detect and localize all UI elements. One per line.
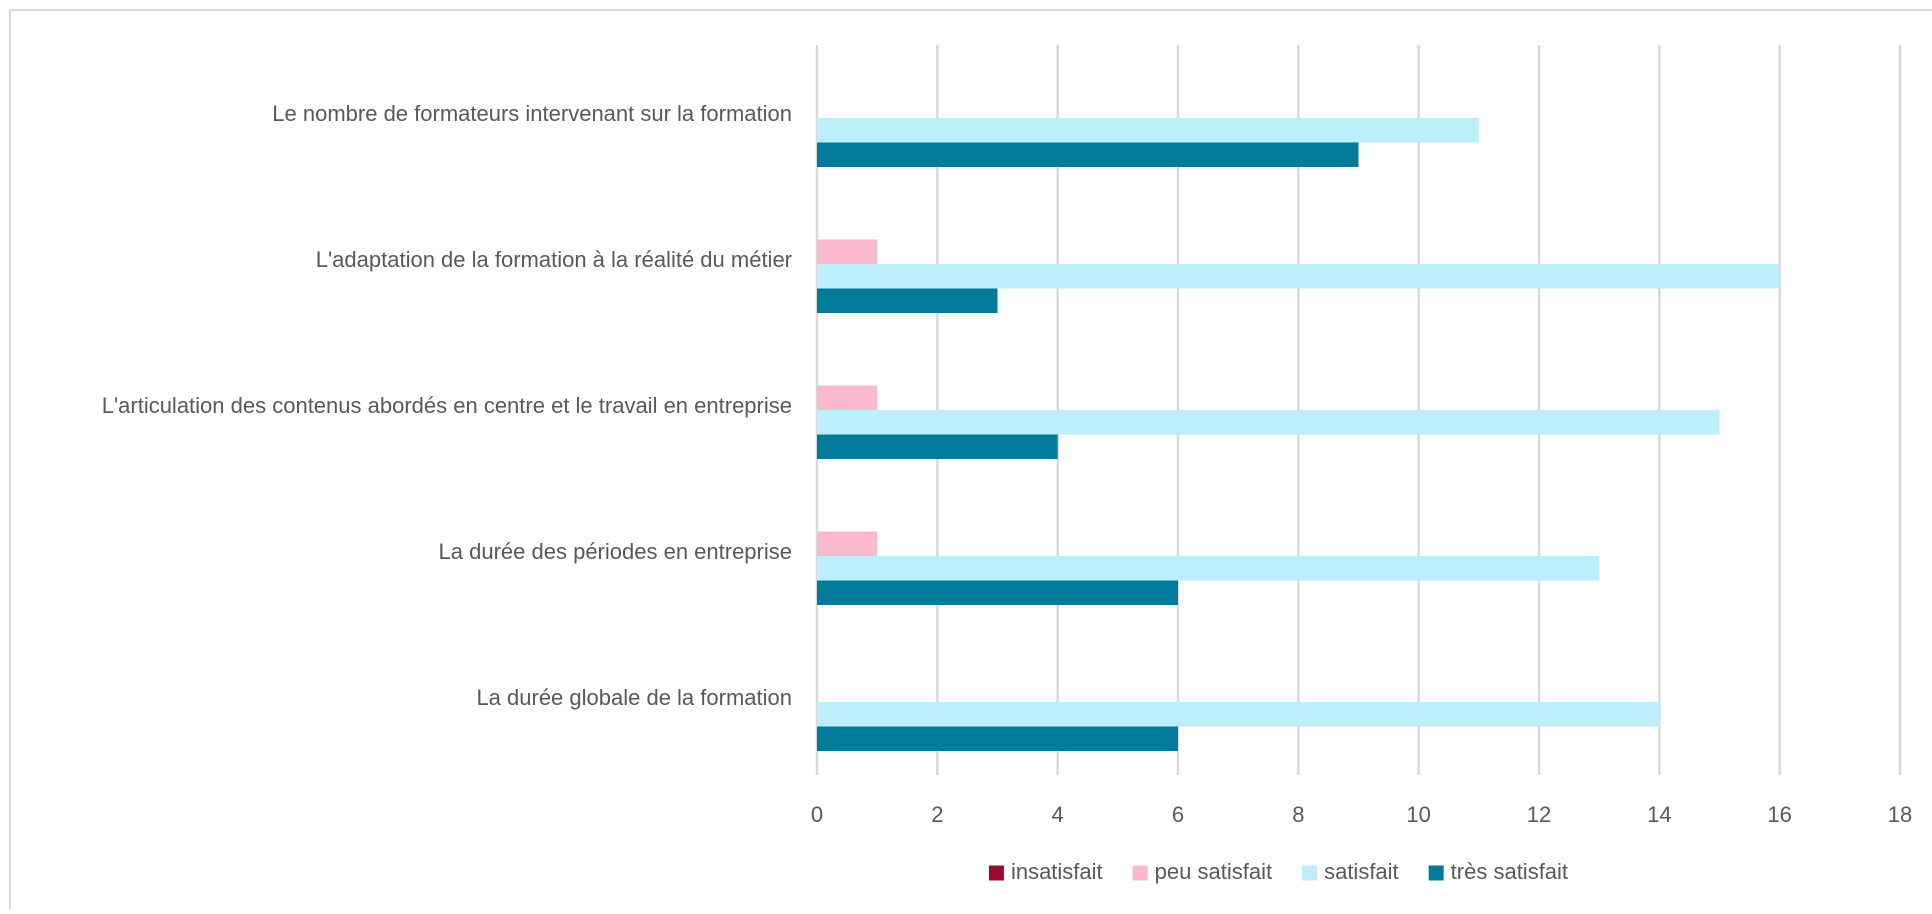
category-label: La durée des périodes en entreprise <box>439 539 792 564</box>
bar-satisfait <box>817 264 1780 289</box>
legend-item: peu satisfait <box>1132 859 1272 884</box>
legend-swatch <box>1428 865 1444 881</box>
bar-satisfait <box>817 702 1660 727</box>
bar-tres-satisfait <box>817 434 1058 459</box>
bar-tres-satisfait <box>817 580 1178 605</box>
x-tick-label: 16 <box>1767 802 1791 827</box>
legend-label: insatisfait <box>1011 859 1103 884</box>
x-tick-label: 12 <box>1527 802 1551 827</box>
legend-item: insatisfait <box>988 859 1103 884</box>
bar-tres-satisfait <box>817 142 1359 167</box>
bar-peu-satisfait <box>817 531 878 556</box>
bar-satisfait <box>817 118 1479 143</box>
legend-label: peu satisfait <box>1155 859 1272 884</box>
category-label: L'articulation des contenus abordés en c… <box>102 393 792 418</box>
x-tick-label: 2 <box>931 802 943 827</box>
x-tick-label: 14 <box>1647 802 1671 827</box>
legend-label: très satisfait <box>1451 859 1568 884</box>
bars <box>817 118 1780 751</box>
x-tick-label: 4 <box>1052 802 1064 827</box>
x-tick-label: 6 <box>1172 802 1184 827</box>
bar-satisfait <box>817 410 1720 435</box>
legend-swatch <box>1302 865 1318 881</box>
category-label: La durée globale de la formation <box>476 685 792 710</box>
legend-item: satisfait <box>1302 859 1399 884</box>
category-labels: La durée globale de la formation La durée… <box>102 101 792 710</box>
x-tick-label: 18 <box>1888 802 1912 827</box>
bar-peu-satisfait <box>817 239 878 264</box>
legend-swatch <box>1132 865 1148 881</box>
category-label: Le nombre de formateurs intervenant sur … <box>272 101 792 126</box>
bar-tres-satisfait <box>817 288 998 313</box>
bar-tres-satisfait <box>817 726 1178 751</box>
category-label: L'adaptation de la formation à la réalit… <box>316 247 792 272</box>
bar-satisfait <box>817 556 1600 581</box>
x-tick-label: 0 <box>811 802 823 827</box>
x-tick-label: 10 <box>1406 802 1430 827</box>
legend-swatch <box>988 865 1004 881</box>
legend: insatisfait peu satisfait satisfait très sa… <box>988 859 1568 884</box>
x-axis-tick-labels: 0 2 4 6 8 10 12 14 16 18 <box>811 802 1912 827</box>
legend-label: satisfait <box>1324 859 1399 884</box>
legend-item: très satisfait <box>1428 859 1568 884</box>
x-tick-label: 8 <box>1292 802 1304 827</box>
bar-peu-satisfait <box>817 385 878 410</box>
